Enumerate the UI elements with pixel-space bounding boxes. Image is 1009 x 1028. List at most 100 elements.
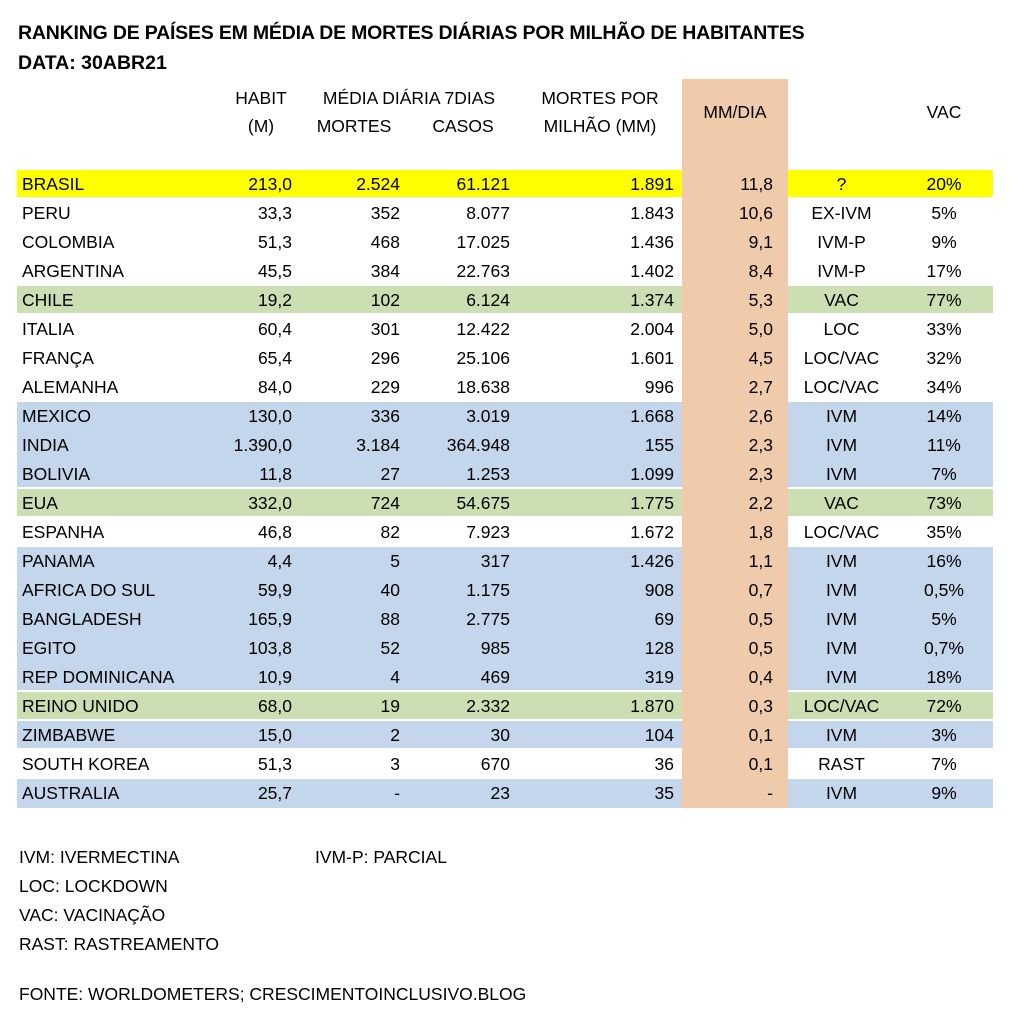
casos-cell: 23: [408, 779, 518, 808]
mmdia-column-highlight: [682, 79, 788, 808]
legend-ivm: IVM: IVERMECTINA: [19, 847, 180, 867]
mortes-cell: 40: [300, 576, 408, 605]
country-cell: AFRICA DO SUL: [17, 576, 222, 605]
habit-cell: 15,0: [222, 721, 300, 750]
table-row: FRANÇA 65,4 296 25.106 1.601 4,5 LOC/VAC 32%: [17, 344, 993, 373]
intervention-cell: IVM: [788, 779, 895, 808]
casos-cell: 469: [408, 663, 518, 692]
header-mortes: MORTES: [316, 116, 392, 136]
casos-cell: 25.106: [408, 344, 518, 373]
casos-cell: 1.253: [408, 460, 518, 489]
table-row: MEXICO 130,0 336 3.019 1.668 2,6 IVM 14%: [17, 402, 993, 431]
mmdia-cell: 10,6: [738, 203, 773, 223]
table-row: BANGLADESH 165,9 88 2.775 69 0,5 IVM 5%: [17, 605, 993, 634]
header-habit-line1: HABIT: [235, 88, 287, 108]
table-row: ESPANHA 46,8 82 7.923 1.672 1,8 LOC/VAC 35%: [17, 518, 993, 547]
mmdia-cell: 5,0: [748, 319, 773, 339]
table-row: ZIMBABWE 15,0 2 30 104 0,1 IVM 3%: [17, 721, 993, 750]
vac-cell: 34%: [895, 373, 993, 402]
vac-cell: 77%: [895, 286, 993, 315]
table-row: EGITO 103,8 52 985 128 0,5 IVM 0,7%: [17, 634, 993, 663]
table-row: ALEMANHA 84,0 229 18.638 996 2,7 LOC/VAC 34%: [17, 373, 993, 402]
mortes-por-milhao-cell: 1.672: [518, 518, 682, 547]
intervention-cell: IVM: [788, 431, 895, 460]
vac-cell: 0,7%: [895, 634, 993, 663]
mortes-por-milhao-cell: 1.891: [518, 170, 682, 199]
mortes-por-milhao-cell: 319: [518, 663, 682, 692]
country-cell: PANAMA: [17, 547, 222, 576]
habit-cell: 65,4: [222, 344, 300, 373]
table-row: PANAMA 4,4 5 317 1.426 1,1 IVM 16%: [17, 547, 993, 576]
casos-cell: 1.175: [408, 576, 518, 605]
casos-cell: 985: [408, 634, 518, 663]
mortes-por-milhao-cell: 1.870: [518, 692, 682, 721]
legend-vac: VAC: VACINAÇÃO: [19, 905, 166, 925]
habit-cell: 45,5: [222, 257, 300, 286]
table-row: BOLIVIA 11,8 27 1.253 1.099 2,3 IVM 7%: [17, 460, 993, 489]
table-body: BRASIL 213,0 2.524 61.121 1.891 11,8? 20% PERU 3…: [17, 170, 993, 808]
intervention-cell: IVM: [788, 402, 895, 431]
vac-cell: 3%: [895, 721, 993, 750]
table-row: PERU 33,3 352 8.077 1.843 10,6 EX-IVM 5%: [17, 199, 993, 228]
header-country-spacer: [17, 84, 222, 140]
mortes-cell: 102: [300, 286, 408, 315]
header-media-diaria: MÉDIA DIÁRIA 7DIAS MORTES CASOS: [300, 84, 518, 140]
habit-cell: 213,0: [222, 170, 300, 199]
mmdia-cell: 0,4: [748, 667, 773, 687]
vac-cell: 14%: [895, 402, 993, 431]
table-row: ITALIA 60,4 301 12.422 2.004 5,0 LOC 33%: [17, 315, 993, 344]
vac-cell: 7%: [895, 750, 993, 779]
casos-cell: 6.124: [408, 286, 518, 315]
vac-cell: 35%: [895, 518, 993, 547]
casos-cell: 17.025: [408, 228, 518, 257]
mmdia-cell: 4,5: [748, 348, 773, 368]
habit-cell: 59,9: [222, 576, 300, 605]
vac-cell: 73%: [895, 489, 993, 518]
intervention-cell: LOC/VAC: [788, 373, 895, 402]
mortes-cell: 82: [300, 518, 408, 547]
table-row: AFRICA DO SUL 59,9 40 1.175 908 0,7 IVM 0,5%: [17, 576, 993, 605]
vac-cell: 72%: [895, 692, 993, 721]
mmdia-cell: 2,2: [748, 493, 773, 513]
mortes-cell: 27: [300, 460, 408, 489]
source-line: FONTE: WORLDOMETERS; CRESCIMENTOINCLUSIV…: [19, 984, 527, 1004]
mortes-por-milhao-cell: 1.668: [518, 402, 682, 431]
mmdia-cell: 1,8: [748, 522, 773, 542]
habit-cell: 4,4: [222, 547, 300, 576]
mortes-cell: 352: [300, 199, 408, 228]
table-row: INDIA 1.390,0 3.184 364.948 155 2,3 IVM 11%: [17, 431, 993, 460]
intervention-cell: LOC/VAC: [788, 518, 895, 547]
mortes-cell: 468: [300, 228, 408, 257]
mortes-por-milhao-cell: 1.775: [518, 489, 682, 518]
casos-cell: 18.638: [408, 373, 518, 402]
casos-cell: 3.019: [408, 402, 518, 431]
casos-cell: 22.763: [408, 257, 518, 286]
mortes-por-milhao-cell: 908: [518, 576, 682, 605]
legend-ivmp: IVM-P: PARCIAL: [315, 847, 447, 867]
vac-cell: 32%: [895, 344, 993, 373]
casos-cell: 2.332: [408, 692, 518, 721]
casos-cell: 61.121: [408, 170, 518, 199]
mortes-por-milhao-cell: 996: [518, 373, 682, 402]
vac-cell: 11%: [895, 431, 993, 460]
header-habit-line2: (M): [247, 116, 275, 136]
mortes-por-milhao-cell: 1.843: [518, 199, 682, 228]
country-cell: REINO UNIDO: [17, 692, 222, 721]
mortes-por-milhao-cell: 1.099: [518, 460, 682, 489]
legend: IVM: IVERMECTINA IVM-P: PARCIAL LOC: LOCK…: [19, 843, 447, 959]
table-row: SOUTH KOREA 51,3 3 670 36 0,1 RAST 7%: [17, 750, 993, 779]
header-media-diaria-label: MÉDIA DIÁRIA 7DIAS: [322, 88, 496, 108]
intervention-cell: RAST: [788, 750, 895, 779]
habit-cell: 332,0: [222, 489, 300, 518]
habit-cell: 25,7: [222, 779, 300, 808]
table-row: ARGENTINA 45,5 384 22.763 1.402 8,4 IVM-P 17%: [17, 257, 993, 286]
mortes-cell: 52: [300, 634, 408, 663]
mortes-por-milhao-cell: 104: [518, 721, 682, 750]
mortes-cell: 2.524: [300, 170, 408, 199]
header-media-sublabels: MORTES CASOS: [300, 112, 518, 140]
casos-cell: 12.422: [408, 315, 518, 344]
country-cell: AUSTRALIA: [17, 779, 222, 808]
header-mmdia: MM/DIA: [703, 102, 767, 122]
mortes-por-milhao-cell: 35: [518, 779, 682, 808]
header-casos: CASOS: [432, 116, 494, 136]
